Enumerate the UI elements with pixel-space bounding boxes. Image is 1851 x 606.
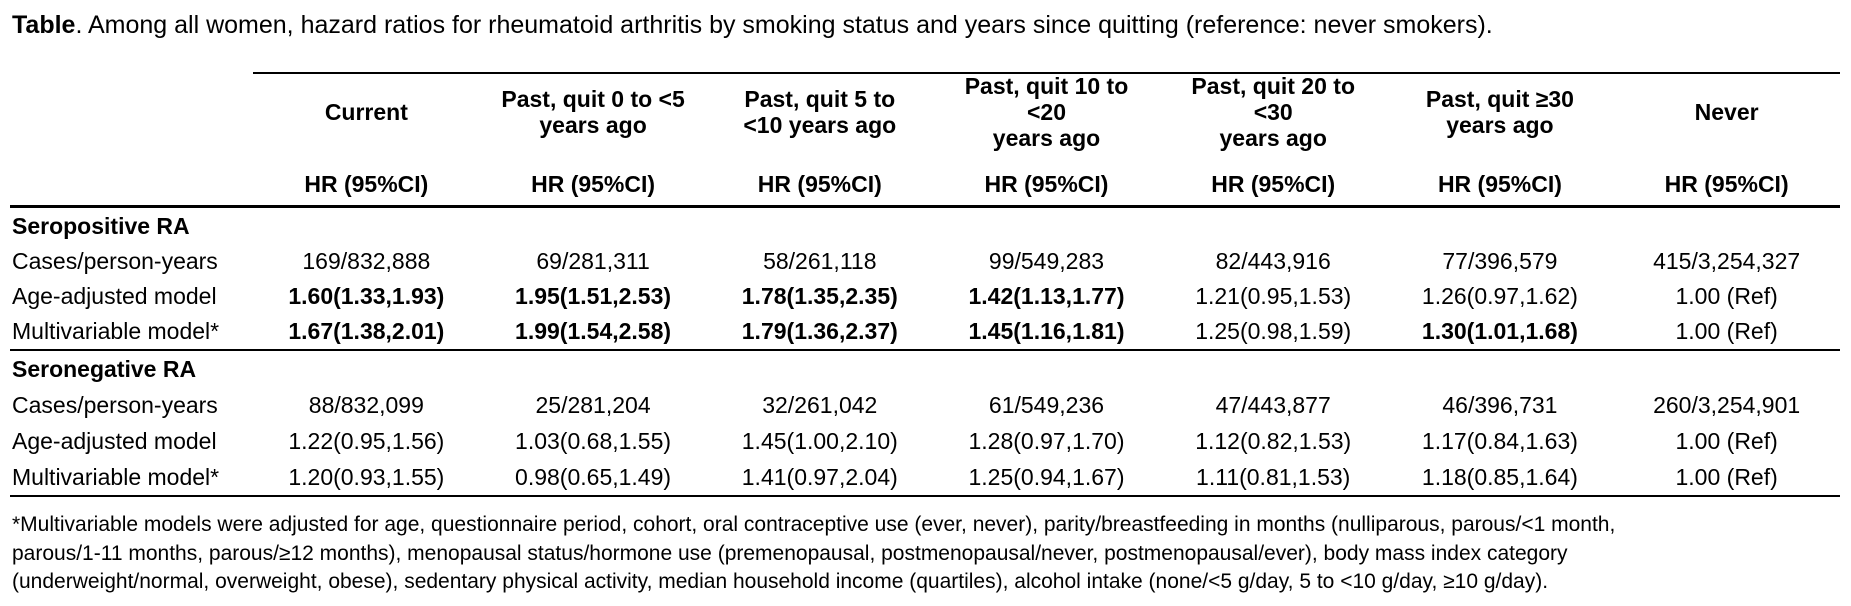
value-cell: 99/549,283 [988, 248, 1105, 274]
value-cell: 1.00 (Ref) [1675, 463, 1778, 490]
value-cell: 1.79(1.36,2.37) [741, 318, 898, 344]
table-title-text: . Among all women, hazard ratios for rhe… [75, 11, 1493, 39]
row-label: Age-adjusted model [12, 283, 217, 309]
value-cell: 415/3,254,327 [1653, 248, 1801, 274]
row-label: Cases/person-years [12, 248, 218, 274]
hr-subheader: HR (95%CI) [984, 171, 1109, 197]
section-divider-rule [10, 349, 1840, 351]
table-top-rule [253, 72, 1840, 74]
value-cell: 32/261,042 [762, 391, 878, 418]
column-header-quit-30plus: Past, quit ≥30 years ago [1425, 86, 1574, 138]
value-cell: 25/281,204 [535, 391, 651, 418]
value-cell: 1.25(0.98,1.59) [1195, 318, 1352, 344]
column-header-quit-0-5: Past, quit 0 to <5 years ago [501, 86, 685, 138]
table-row-age-adjusted: Age-adjusted model 1.22(0.95,1.56) 1.03(… [10, 423, 1840, 459]
table-title: Table. Among all women, hazard ratios fo… [12, 10, 1840, 40]
value-cell: 1.12(0.82,1.53) [1195, 427, 1352, 454]
value-cell: 61/549,236 [988, 391, 1105, 418]
table-footnote: *Multivariable models were adjusted for … [12, 513, 1616, 594]
value-cell: 1.45(1.16,1.81) [968, 318, 1125, 344]
value-cell: 1.28(0.97,1.70) [968, 427, 1125, 454]
row-label: Multivariable model* [12, 318, 220, 344]
table-title-label: Table [12, 11, 76, 39]
corner-cell [10, 152, 253, 205]
value-cell: 260/3,254,901 [1653, 391, 1801, 418]
row-label: Multivariable model* [12, 463, 220, 490]
table-row-age-adjusted: Age-adjusted model 1.60(1.33,1.93) 1.95(… [10, 279, 1840, 314]
section-seronegative: Seronegative RA Cases/person-years 88/83… [10, 351, 1840, 495]
column-header-quit-20-30: Past, quit 20 to <30 years ago [1191, 73, 1355, 151]
hr-subheader: HR (95%CI) [1437, 171, 1562, 197]
column-header-quit-5-10: Past, quit 5 to <10 years ago [743, 86, 897, 138]
hazard-ratio-table: Current Past, quit 0 to <5 years ago Pas… [10, 72, 1840, 497]
value-cell: 77/396,579 [1442, 248, 1558, 274]
table-row-cases: Cases/person-years 88/832,099 25/281,204… [10, 387, 1840, 423]
value-cell: 1.78(1.35,2.35) [741, 283, 898, 309]
column-header-row: Current Past, quit 0 to <5 years ago Pas… [10, 73, 1840, 152]
value-cell: 1.20(0.93,1.55) [288, 463, 445, 490]
value-cell: 1.60(1.33,1.93) [288, 283, 445, 309]
value-cell: 169/832,888 [302, 248, 431, 274]
table-row-multivariable: Multivariable model* 1.20(0.93,1.55) 0.9… [10, 459, 1840, 495]
table-row-cases: Cases/person-years 169/832,888 69/281,31… [10, 244, 1840, 279]
hr-subheader: HR (95%CI) [1211, 171, 1336, 197]
value-cell: 1.00 (Ref) [1675, 318, 1778, 344]
section-seropositive: Seropositive RA Cases/person-years 169/8… [10, 208, 1840, 349]
value-cell: 47/443,877 [1215, 391, 1331, 418]
value-cell: 58/261,118 [763, 248, 877, 274]
hr-subheader-row: HR (95%CI) HR (95%CI) HR (95%CI) HR (95%… [10, 152, 1840, 208]
value-cell: 1.67(1.38,2.01) [288, 318, 445, 344]
value-cell: 1.18(0.85,1.64) [1421, 463, 1578, 490]
value-cell: 1.11(0.81,1.53) [1196, 463, 1351, 490]
value-cell: 1.45(1.00,2.10) [741, 427, 898, 454]
corner-cell [10, 74, 253, 152]
column-header-current: Current [324, 99, 408, 126]
value-cell: 88/832,099 [308, 391, 424, 418]
value-cell: 1.99(1.54,2.58) [515, 318, 672, 344]
value-cell: 1.21(0.95,1.53) [1195, 283, 1352, 309]
value-cell: 1.30(1.01,1.68) [1421, 318, 1578, 344]
hr-subheader: HR (95%CI) [531, 171, 656, 197]
value-cell: 69/281,311 [536, 248, 650, 274]
value-cell: 0.98(0.65,1.49) [515, 463, 672, 490]
row-label: Age-adjusted model [12, 427, 217, 454]
table-row-multivariable: Multivariable model* 1.67(1.38,2.01) 1.9… [10, 314, 1840, 349]
value-cell: 82/443,916 [1215, 248, 1331, 274]
section-header-seronegative: Seronegative RA [12, 355, 197, 382]
value-cell: 1.00 (Ref) [1675, 283, 1778, 309]
value-cell: 1.42(1.13,1.77) [968, 283, 1125, 309]
column-header-quit-10-20: Past, quit 10 to <20 years ago [964, 73, 1129, 151]
value-cell: 1.26(0.97,1.62) [1421, 283, 1578, 309]
value-cell: 1.22(0.95,1.56) [288, 427, 445, 454]
value-cell: 1.17(0.84,1.63) [1421, 427, 1578, 454]
value-cell: 1.03(0.68,1.55) [515, 427, 672, 454]
hr-subheader: HR (95%CI) [304, 171, 429, 197]
hr-subheader: HR (95%CI) [757, 171, 882, 197]
value-cell: 1.95(1.51,2.53) [515, 283, 672, 309]
table-bottom-rule [10, 495, 1840, 497]
column-header-never: Never [1694, 99, 1759, 126]
value-cell: 46/396,731 [1442, 391, 1558, 418]
row-label: Cases/person-years [12, 391, 218, 418]
value-cell: 1.00 (Ref) [1675, 427, 1778, 454]
value-cell: 1.25(0.94,1.67) [968, 463, 1125, 490]
section-header-seropositive: Seropositive RA [12, 212, 190, 239]
value-cell: 1.41(0.97,2.04) [741, 463, 898, 490]
hr-subheader: HR (95%CI) [1664, 171, 1789, 197]
